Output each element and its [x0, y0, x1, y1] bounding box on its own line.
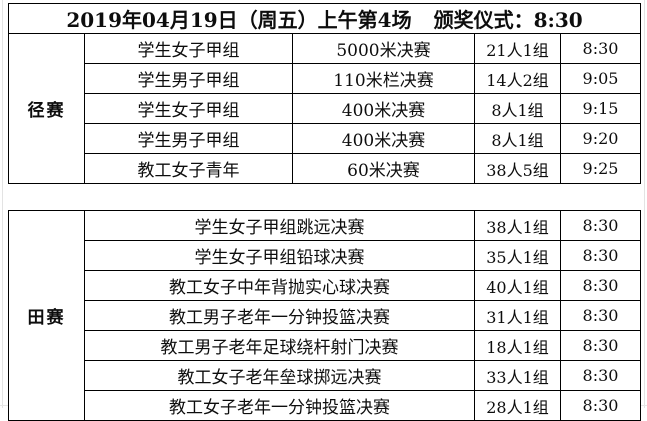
- title-ceremony: 颁奖仪式：8:30: [433, 8, 583, 32]
- cell-time: 8:30: [559, 210, 642, 241]
- table-row: 径赛 学生女子甲组 5000米决赛 21人1组 8:30: [8, 33, 642, 184]
- cell-time: 9:25: [559, 153, 642, 184]
- cell-event: 5000米决赛: [292, 33, 475, 64]
- cell-count: 14人2组: [474, 63, 561, 94]
- cell-group: 学生男子甲组: [84, 63, 293, 94]
- cell-event: 教工男子老年一分钟投篮决赛: [84, 300, 475, 331]
- cell-count: 8人1组: [474, 123, 561, 154]
- cell-count: 31人1组: [474, 300, 561, 331]
- cell-event: 教工男子老年足球绕杆射门决赛: [84, 330, 475, 361]
- section-spacer-row: [9, 184, 641, 211]
- table-row: 田赛 学生女子甲组跳远决赛 38人1组 8:30: [8, 210, 642, 421]
- title-row: 2019年04月19日（周五）上午第4场 颁奖仪式：8:30: [7, 3, 642, 34]
- cell-event: 教工女子老年一分钟投篮决赛: [84, 390, 475, 421]
- cell-time: 9:20: [559, 123, 642, 154]
- table-row: 学生女子甲组 400米决赛 8人1组 9:15: [9, 93, 642, 124]
- cell-count: 35人1组: [474, 240, 561, 271]
- title-date: 2019年04月19日（周五）上午第4场: [66, 8, 412, 32]
- cell-group: 学生女子甲组: [84, 93, 293, 124]
- cell-count: 40人1组: [474, 270, 561, 301]
- table-row: 教工女子老年垒球掷远决赛 33人1组 8:30: [9, 360, 642, 391]
- cell-time: 8:30: [559, 360, 642, 391]
- cell-group: 学生女子甲组: [84, 33, 293, 64]
- cell-event: 教工女子老年垒球掷远决赛: [84, 360, 475, 391]
- cell-event: 教工女子中年背抛实心球决赛: [84, 270, 475, 301]
- table-row: 教工男子老年足球绕杆射门决赛 18人1组 8:30: [9, 330, 642, 361]
- gridline-vertical: [2, 0, 3, 408]
- schedule-body: 2019年04月19日（周五）上午第4场 颁奖仪式：8:30 径赛 学生女子甲组 …: [7, 3, 642, 421]
- cell-time: 8:30: [559, 270, 642, 301]
- cell-event: 110米栏决赛: [292, 63, 475, 94]
- schedule-table: 2019年04月19日（周五）上午第4场 颁奖仪式：8:30 径赛 学生女子甲组 …: [7, 3, 642, 421]
- table-row: 学生男子甲组 400米决赛 8人1组 9:20: [9, 123, 642, 154]
- spacer-cell: [9, 184, 85, 211]
- table-row: 教工男子老年一分钟投篮决赛 31人1组 8:30: [9, 300, 642, 331]
- cell-count: 18人1组: [474, 330, 561, 361]
- cell-time: 8:30: [559, 300, 642, 331]
- cell-event: 学生女子甲组铅球决赛: [84, 240, 475, 271]
- cell-time: 8:30: [559, 33, 642, 64]
- table-row: 教工女子中年背抛实心球决赛 40人1组 8:30: [9, 270, 642, 301]
- cell-group: 学生男子甲组: [84, 123, 293, 154]
- gridline-vertical: [644, 0, 645, 408]
- table-row: 教工女子青年 60米决赛 38人5组 9:25: [9, 153, 642, 184]
- cell-event: 60米决赛: [292, 153, 475, 184]
- cell-time: 8:30: [559, 330, 642, 361]
- cell-event: 400米决赛: [292, 93, 475, 124]
- schedule-title: 2019年04月19日（周五）上午第4场 颁奖仪式：8:30: [7, 3, 642, 34]
- cell-count: 21人1组: [474, 33, 561, 64]
- section-label-track: 径赛: [8, 33, 85, 184]
- section-label-field: 田赛: [8, 210, 85, 421]
- cell-event: 400米决赛: [292, 123, 475, 154]
- table-row: 教工女子老年一分钟投篮决赛 28人1组 8:30: [9, 390, 642, 421]
- spacer-cell: [85, 184, 293, 211]
- cell-time: 9:05: [559, 63, 642, 94]
- cell-time: 8:30: [559, 240, 642, 271]
- cell-time: 8:30: [559, 390, 642, 421]
- cell-time: 9:15: [559, 93, 642, 124]
- spacer-cell: [293, 184, 475, 211]
- cell-count: 33人1组: [474, 360, 561, 391]
- spacer-cell: [475, 184, 561, 211]
- cell-event: 学生女子甲组跳远决赛: [84, 210, 475, 241]
- cell-count: 38人1组: [474, 210, 561, 241]
- spacer-cell: [561, 184, 641, 211]
- cell-group: 教工女子青年: [84, 153, 293, 184]
- cell-count: 28人1组: [474, 390, 561, 421]
- table-row: 学生男子甲组 110米栏决赛 14人2组 9:05: [9, 63, 642, 94]
- cell-count: 8人1组: [474, 93, 561, 124]
- cell-count: 38人5组: [474, 153, 561, 184]
- table-row: 学生女子甲组铅球决赛 35人1组 8:30: [9, 240, 642, 271]
